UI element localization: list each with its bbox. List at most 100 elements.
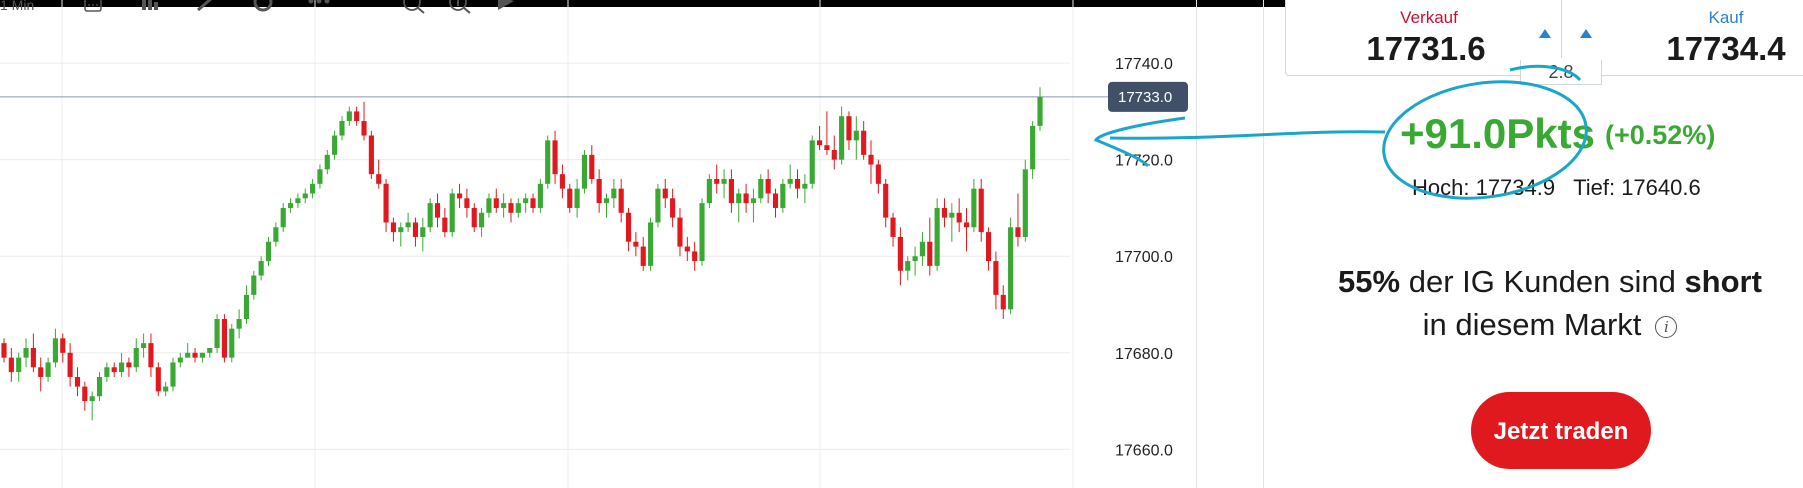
candle-body [603, 198, 610, 204]
buy-up-arrow-icon [1580, 29, 1592, 38]
candle-body [89, 396, 95, 402]
candle-body [265, 241, 272, 262]
candle-body [530, 198, 536, 208]
trade-now-button[interactable]: Jetzt traden [1471, 392, 1651, 469]
candle-body [16, 357, 22, 373]
candle-body [280, 207, 286, 228]
high-low-range: Hoch: 17734.9 Tief: 17640.6 [1412, 175, 1719, 201]
candle-body [765, 178, 771, 194]
candle-body [706, 178, 712, 204]
candle-body [398, 227, 404, 233]
candle-body [258, 261, 264, 276]
candle-body [38, 367, 44, 377]
candle-body [1037, 96, 1043, 126]
candle-body [133, 347, 139, 368]
candle-body [831, 150, 837, 160]
chart-type-icon[interactable] [140, 0, 160, 16]
candle-body [141, 343, 147, 348]
play-icon[interactable] [496, 0, 516, 14]
candle-body [1015, 227, 1021, 237]
more-dots-icon[interactable] [307, 0, 331, 16]
candle-body [1, 343, 7, 358]
candle-body [662, 188, 668, 199]
candle-body [479, 212, 485, 228]
candle-body [1000, 294, 1006, 310]
candle-body [714, 178, 720, 184]
sentiment-direction: short [1684, 264, 1762, 299]
candlestick-chart[interactable]: 17740.0 17720.0 17700.0 17680.0 17660.0 17733… [0, 0, 1200, 488]
candle-body [8, 357, 14, 373]
day-high: Hoch: 17734.9 [1412, 175, 1556, 200]
y-tick-label: 17740.0 [1115, 56, 1173, 73]
candle-body [985, 232, 992, 262]
candle-body [809, 140, 815, 184]
candle-body [442, 217, 448, 233]
candle-body [449, 193, 455, 233]
candle-body [493, 198, 499, 208]
current-price-label: 17733.0 [1118, 89, 1172, 106]
candle-body [523, 198, 529, 204]
info-icon[interactable]: i [1655, 315, 1678, 338]
candle-body [317, 169, 323, 184]
calendar-icon[interactable] [84, 0, 102, 16]
candle-body [596, 178, 602, 204]
panel-left-divider [1263, 0, 1264, 488]
zoom-out-icon[interactable] [402, 0, 426, 14]
sentiment-text: der IG Kunden sind [1400, 264, 1685, 299]
candle-body [794, 178, 801, 189]
indicator-icon[interactable] [252, 0, 274, 14]
candle-body [332, 135, 338, 155]
candle-body [295, 198, 301, 204]
candle-body [177, 357, 183, 363]
candle-body [655, 188, 661, 223]
candle-body [30, 347, 36, 368]
candle-body [170, 362, 176, 387]
candle-body [368, 135, 374, 175]
candle-body [839, 116, 845, 160]
day-low: Tief: 17640.6 [1573, 175, 1701, 200]
chart-toolbar: 1 Min [0, 0, 560, 22]
candle-body [780, 183, 786, 208]
candle-body [545, 140, 551, 184]
current-price-tag [1108, 81, 1188, 112]
candle-body [1030, 125, 1036, 170]
zoom-in-icon[interactable] [448, 0, 472, 14]
sell-up-arrow-icon [1539, 29, 1551, 38]
candle-body [875, 164, 881, 184]
candle-body [501, 203, 507, 208]
candle-body [236, 319, 242, 329]
candle-body [684, 246, 690, 252]
candle-body [23, 347, 29, 358]
candle-body [185, 352, 191, 358]
buy-price[interactable]: 17734.4 [1666, 30, 1786, 67]
candle-body [508, 203, 514, 213]
candle-body [229, 328, 235, 358]
candle-body [633, 241, 639, 247]
sell-price[interactable]: 17731.6 [1366, 30, 1486, 67]
candle-body [243, 294, 250, 320]
candle-body [956, 212, 962, 223]
y-tick-label: 17680.0 [1115, 346, 1173, 363]
candle-body [310, 183, 316, 194]
candle-body [45, 362, 51, 377]
candle-body [74, 376, 81, 387]
candle-body [207, 347, 213, 353]
candle-body [934, 207, 940, 266]
candle-body [919, 241, 926, 257]
candle-body [302, 193, 308, 199]
candle-body [787, 178, 793, 184]
candle-body [978, 188, 984, 233]
candle-body [640, 246, 646, 266]
candle-body [434, 203, 441, 218]
window-top-bar [0, 0, 1803, 7]
candle-body [846, 116, 852, 141]
interval-selector[interactable]: 1 Min [0, 0, 35, 13]
candle-body [383, 183, 389, 223]
candle-body [354, 111, 360, 122]
draw-pencil-icon[interactable] [196, 0, 214, 16]
candle-body [214, 319, 220, 348]
candle-body [427, 203, 433, 228]
candle-body [611, 188, 617, 199]
candle-body [126, 362, 132, 368]
candle-body [912, 256, 918, 262]
